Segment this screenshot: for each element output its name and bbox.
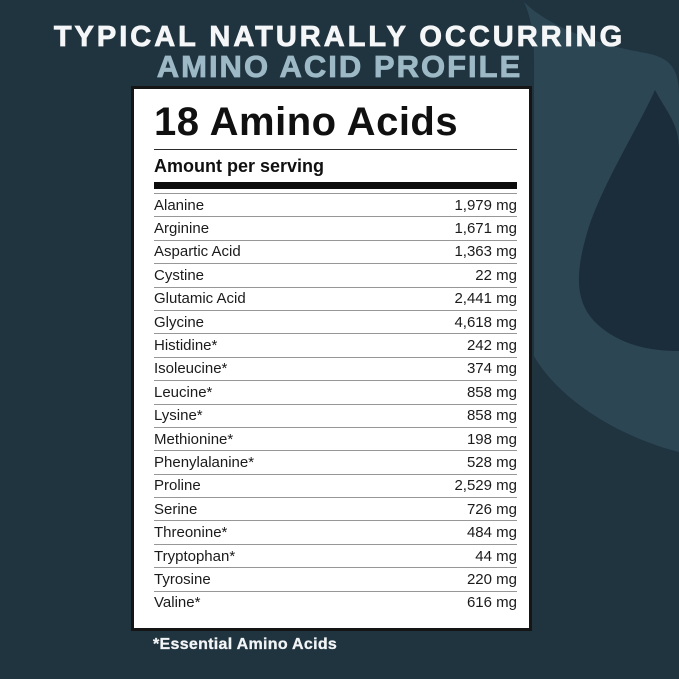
table-row: Glutamic Acid 2,441 mg bbox=[154, 288, 517, 311]
amino-acid-amount: 2,529 mg bbox=[454, 477, 517, 495]
amino-acid-name: Phenylalanine* bbox=[154, 453, 255, 471]
header-subtitle: AMINO ACID PROFILE bbox=[156, 49, 523, 85]
amino-acid-table: Alanine 1,979 mg Arginine 1,671 mg Aspar… bbox=[154, 193, 517, 614]
table-row: Valine* 616 mg bbox=[154, 592, 517, 614]
amino-acid-amount: 374 mg bbox=[466, 360, 517, 378]
table-row: Serine 726 mg bbox=[154, 498, 517, 522]
footnote: *Essential Amino Acids bbox=[153, 636, 338, 653]
amino-acid-amount: 198 mg bbox=[466, 430, 517, 448]
table-row: Lysine* 858 mg bbox=[154, 405, 517, 428]
amino-acid-panel: 18 Amino Acids Amount per serving Alanin… bbox=[131, 86, 532, 631]
amino-acid-name: Glutamic Acid bbox=[154, 290, 246, 308]
table-row: Methionine* 198 mg bbox=[154, 428, 517, 452]
water-drop-icon bbox=[578, 90, 679, 351]
table-row: Phenylalanine* 528 mg bbox=[154, 451, 517, 475]
amino-acid-name: Arginine bbox=[154, 220, 210, 238]
table-row: Tyrosine 220 mg bbox=[154, 568, 517, 592]
amino-acid-amount: 484 mg bbox=[466, 524, 517, 542]
amino-acid-name: Threonine* bbox=[154, 524, 228, 542]
amino-acid-amount: 1,363 mg bbox=[454, 243, 517, 261]
amino-acid-amount: 858 mg bbox=[466, 407, 517, 425]
table-row: Tryptophan* 44 mg bbox=[154, 545, 517, 569]
amino-acid-name: Proline bbox=[154, 477, 201, 495]
amino-acid-name: Cystine bbox=[154, 266, 205, 284]
amino-acid-amount: 220 mg bbox=[466, 570, 517, 588]
thick-divider bbox=[154, 182, 517, 189]
table-row: Leucine* 858 mg bbox=[154, 381, 517, 405]
header-title: TYPICAL NATURALLY OCCURRING bbox=[53, 21, 626, 54]
amino-acid-amount: 1,671 mg bbox=[454, 220, 517, 238]
table-row: Threonine* 484 mg bbox=[154, 521, 517, 545]
table-row: Proline 2,529 mg bbox=[154, 475, 517, 499]
table-row: Cystine 22 mg bbox=[154, 264, 517, 288]
amino-acid-amount: 44 mg bbox=[475, 547, 517, 565]
amino-acid-amount: 1,979 mg bbox=[454, 196, 517, 214]
table-row: Histidine* 242 mg bbox=[154, 334, 517, 358]
amino-acid-name: Lysine* bbox=[154, 407, 203, 425]
amino-acid-name: Methionine* bbox=[154, 430, 234, 448]
amino-acid-name: Valine* bbox=[154, 594, 201, 612]
panel-title: 18 Amino Acids bbox=[154, 100, 459, 144]
serving-label: Amount per serving bbox=[154, 156, 325, 176]
amino-acid-name: Alanine bbox=[154, 196, 205, 214]
amino-acid-name: Tryptophan* bbox=[154, 547, 236, 565]
amino-acid-name: Serine bbox=[154, 500, 198, 518]
amino-acid-name: Tyrosine bbox=[154, 570, 211, 588]
amino-acid-name: Isoleucine* bbox=[154, 360, 228, 378]
table-row: Isoleucine* 374 mg bbox=[154, 358, 517, 382]
table-row: Arginine 1,671 mg bbox=[154, 217, 517, 241]
table-row: Aspartic Acid 1,363 mg bbox=[154, 241, 517, 265]
amino-acid-name: Histidine* bbox=[154, 337, 218, 355]
amino-acid-amount: 616 mg bbox=[466, 594, 517, 612]
amino-acid-amount: 242 mg bbox=[466, 337, 517, 355]
amino-acid-name: Aspartic Acid bbox=[154, 243, 241, 261]
thin-divider bbox=[154, 149, 517, 150]
amino-acid-amount: 858 mg bbox=[466, 383, 517, 401]
amino-acid-amount: 22 mg bbox=[475, 266, 517, 284]
amino-acid-amount: 2,441 mg bbox=[454, 290, 517, 308]
amino-acid-amount: 4,618 mg bbox=[454, 313, 517, 331]
table-row: Glycine 4,618 mg bbox=[154, 311, 517, 335]
amino-acid-amount: 528 mg bbox=[466, 453, 517, 471]
amino-acid-name: Leucine* bbox=[154, 383, 213, 401]
amino-acid-name: Glycine bbox=[154, 313, 205, 331]
amino-acid-amount: 726 mg bbox=[466, 500, 517, 518]
table-row: Alanine 1,979 mg bbox=[154, 194, 517, 218]
